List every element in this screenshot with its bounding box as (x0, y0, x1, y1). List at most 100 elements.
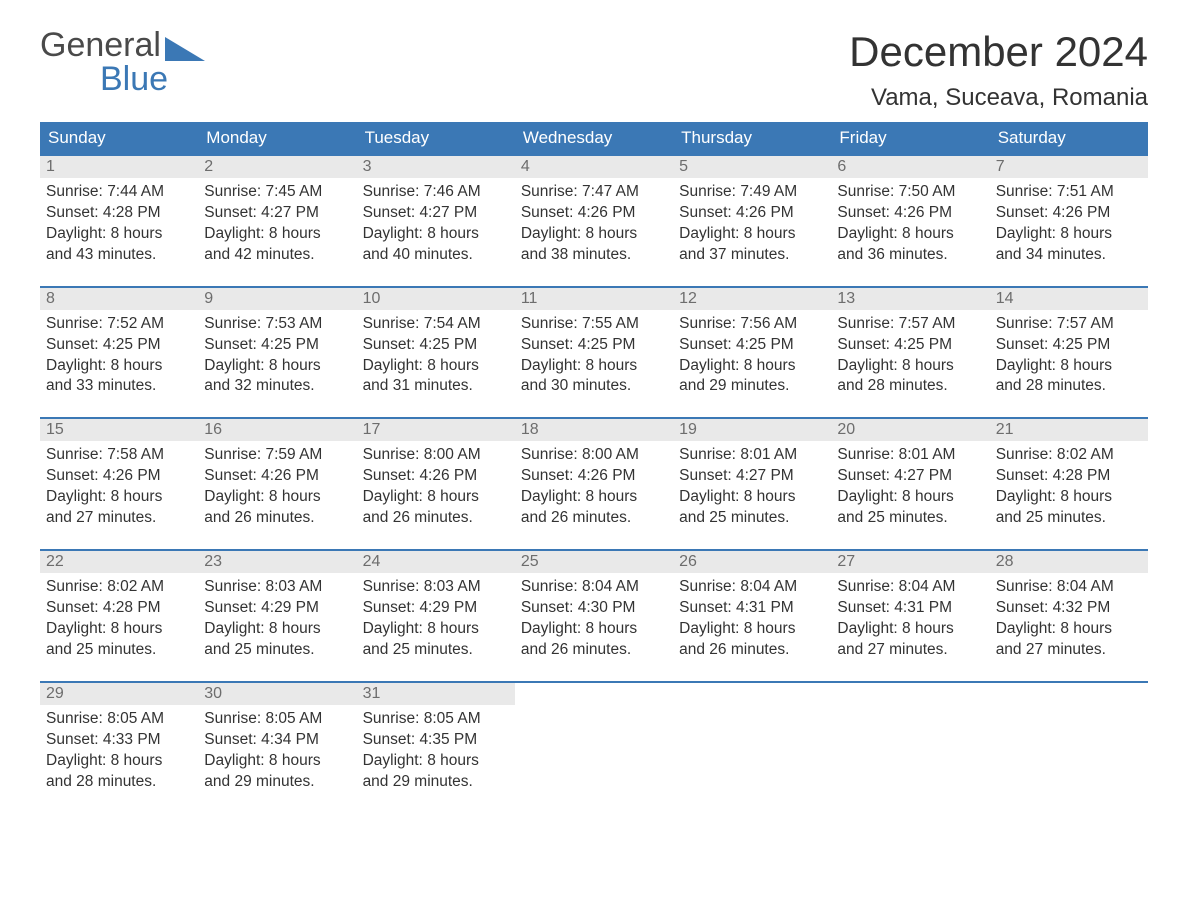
day-number: 17 (357, 419, 515, 441)
daylight-label: Daylight: (521, 357, 581, 374)
sunset-value: 4:34 PM (261, 731, 319, 748)
sunrise-label: Sunrise: (363, 183, 420, 200)
sunrise-label: Sunrise: (204, 446, 261, 463)
sunset-label: Sunset: (204, 467, 257, 484)
day-data: Sunrise: 8:05 AMSunset: 4:33 PMDaylight:… (40, 705, 198, 813)
sunset-line: Sunset: 4:26 PM (679, 203, 825, 224)
sunset-line: Sunset: 4:26 PM (521, 203, 667, 224)
daylight-label: Daylight: (204, 488, 264, 505)
daylight-line: Daylight: 8 hours and 32 minutes. (204, 356, 350, 398)
calendar-day: 6Sunrise: 7:50 AMSunset: 4:26 PMDaylight… (831, 155, 989, 287)
sunset-value: 4:26 PM (1053, 204, 1111, 221)
daylight-line: Daylight: 8 hours and 34 minutes. (996, 224, 1142, 266)
calendar-day: 16Sunrise: 7:59 AMSunset: 4:26 PMDayligh… (198, 418, 356, 550)
sunset-label: Sunset: (46, 336, 99, 353)
sunset-value: 4:27 PM (261, 204, 319, 221)
sunset-label: Sunset: (521, 467, 574, 484)
sunrise-value: 7:57 AM (899, 315, 956, 332)
sunrise-value: 7:50 AM (899, 183, 956, 200)
sunrise-line: Sunrise: 7:53 AM (204, 314, 350, 335)
daylight-line: Daylight: 8 hours and 40 minutes. (363, 224, 509, 266)
calendar-day: 10Sunrise: 7:54 AMSunset: 4:25 PMDayligh… (357, 287, 515, 419)
sunset-value: 4:25 PM (736, 336, 794, 353)
sunset-label: Sunset: (46, 731, 99, 748)
sunrise-line: Sunrise: 8:04 AM (679, 577, 825, 598)
day-header: Tuesday (357, 122, 515, 155)
sunrise-line: Sunrise: 7:47 AM (521, 182, 667, 203)
day-data: Sunrise: 8:04 AMSunset: 4:30 PMDaylight:… (515, 573, 673, 681)
day-header-row: SundayMondayTuesdayWednesdayThursdayFrid… (40, 122, 1148, 155)
sunrise-label: Sunrise: (996, 315, 1053, 332)
calendar-day: 23Sunrise: 8:03 AMSunset: 4:29 PMDayligh… (198, 550, 356, 682)
sunset-value: 4:27 PM (419, 204, 477, 221)
daylight-label: Daylight: (996, 225, 1056, 242)
sunrise-value: 7:57 AM (1057, 315, 1114, 332)
daylight-line: Daylight: 8 hours and 33 minutes. (46, 356, 192, 398)
sunrise-label: Sunrise: (521, 315, 578, 332)
sunrise-value: 8:05 AM (265, 710, 322, 727)
calendar-day: 26Sunrise: 8:04 AMSunset: 4:31 PMDayligh… (673, 550, 831, 682)
sunset-value: 4:26 PM (578, 467, 636, 484)
calendar-table: SundayMondayTuesdayWednesdayThursdayFrid… (40, 122, 1148, 812)
calendar-day: 4Sunrise: 7:47 AMSunset: 4:26 PMDaylight… (515, 155, 673, 287)
sunset-line: Sunset: 4:26 PM (996, 203, 1142, 224)
sunrise-label: Sunrise: (46, 183, 103, 200)
daylight-line: Daylight: 8 hours and 42 minutes. (204, 224, 350, 266)
sunrise-label: Sunrise: (837, 315, 894, 332)
sunrise-label: Sunrise: (679, 315, 736, 332)
day-data: Sunrise: 8:05 AMSunset: 4:34 PMDaylight:… (198, 705, 356, 813)
calendar-day: 20Sunrise: 8:01 AMSunset: 4:27 PMDayligh… (831, 418, 989, 550)
sunset-value: 4:28 PM (1053, 467, 1111, 484)
sunset-label: Sunset: (837, 336, 890, 353)
daylight-label: Daylight: (837, 488, 897, 505)
sunset-line: Sunset: 4:28 PM (46, 203, 192, 224)
sunrise-line: Sunrise: 7:52 AM (46, 314, 192, 335)
day-number: 15 (40, 419, 198, 441)
daylight-label: Daylight: (837, 225, 897, 242)
sunrise-value: 7:49 AM (740, 183, 797, 200)
sunset-label: Sunset: (837, 467, 890, 484)
sunset-line: Sunset: 4:28 PM (46, 598, 192, 619)
daylight-label: Daylight: (521, 488, 581, 505)
day-data: Sunrise: 8:02 AMSunset: 4:28 PMDaylight:… (40, 573, 198, 681)
daylight-label: Daylight: (837, 620, 897, 637)
calendar-body: 1Sunrise: 7:44 AMSunset: 4:28 PMDaylight… (40, 155, 1148, 812)
sunset-value: 4:25 PM (261, 336, 319, 353)
sunset-value: 4:26 PM (419, 467, 477, 484)
daylight-label: Daylight: (521, 225, 581, 242)
sunset-label: Sunset: (363, 731, 416, 748)
calendar-day: 27Sunrise: 8:04 AMSunset: 4:31 PMDayligh… (831, 550, 989, 682)
daylight-label: Daylight: (996, 357, 1056, 374)
daylight-label: Daylight: (46, 488, 106, 505)
sunrise-value: 8:04 AM (740, 578, 797, 595)
sunrise-line: Sunrise: 7:59 AM (204, 445, 350, 466)
calendar-day: 17Sunrise: 8:00 AMSunset: 4:26 PMDayligh… (357, 418, 515, 550)
sunrise-label: Sunrise: (521, 446, 578, 463)
sunset-value: 4:31 PM (894, 599, 952, 616)
calendar-day: 7Sunrise: 7:51 AMSunset: 4:26 PMDaylight… (990, 155, 1148, 287)
daylight-line: Daylight: 8 hours and 28 minutes. (996, 356, 1142, 398)
day-data: Sunrise: 7:54 AMSunset: 4:25 PMDaylight:… (357, 310, 515, 418)
sunrise-label: Sunrise: (679, 183, 736, 200)
daylight-label: Daylight: (679, 225, 739, 242)
title-block: December 2024 Vama, Suceava, Romania (849, 28, 1148, 112)
sunrise-label: Sunrise: (46, 710, 103, 727)
sunset-label: Sunset: (204, 599, 257, 616)
daylight-line: Daylight: 8 hours and 27 minutes. (996, 619, 1142, 661)
sunset-value: 4:26 PM (578, 204, 636, 221)
sunrise-value: 8:03 AM (424, 578, 481, 595)
calendar-day: 19Sunrise: 8:01 AMSunset: 4:27 PMDayligh… (673, 418, 831, 550)
sunset-value: 4:33 PM (103, 731, 161, 748)
daylight-line: Daylight: 8 hours and 29 minutes. (679, 356, 825, 398)
day-data: Sunrise: 8:03 AMSunset: 4:29 PMDaylight:… (198, 573, 356, 681)
sunset-line: Sunset: 4:27 PM (837, 466, 983, 487)
sunset-value: 4:25 PM (1053, 336, 1111, 353)
daylight-line: Daylight: 8 hours and 30 minutes. (521, 356, 667, 398)
day-number: 22 (40, 551, 198, 573)
sunset-line: Sunset: 4:25 PM (46, 335, 192, 356)
sunrise-label: Sunrise: (679, 446, 736, 463)
sunrise-label: Sunrise: (521, 578, 578, 595)
sunset-value: 4:26 PM (894, 204, 952, 221)
day-data: Sunrise: 8:01 AMSunset: 4:27 PMDaylight:… (673, 441, 831, 549)
sunrise-line: Sunrise: 7:49 AM (679, 182, 825, 203)
